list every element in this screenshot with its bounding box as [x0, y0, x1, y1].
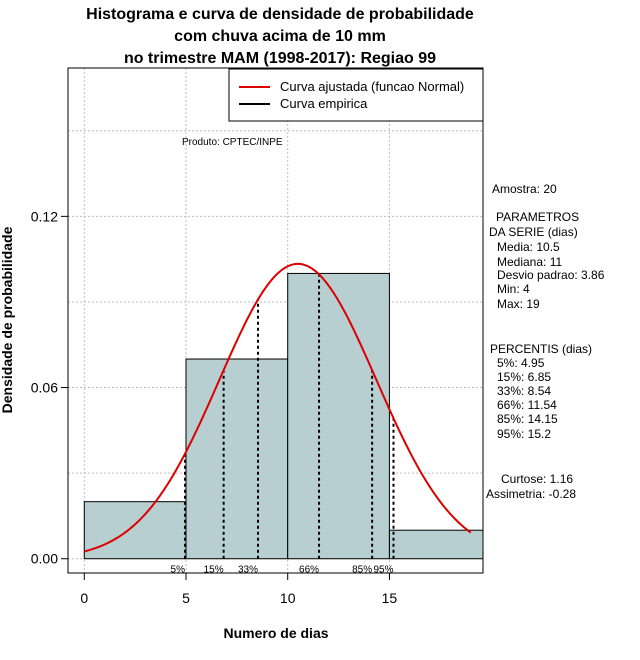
y-tick-label: 0.12 [31, 208, 58, 224]
sample-size: Amostra: 20 [492, 182, 557, 196]
assimetria: Assimetria: -0.28 [486, 487, 577, 501]
percentile-lines-layer: 5% 15% 33% 66% 85% 95% [171, 274, 395, 576]
histogram-bar [388, 529, 484, 560]
normal-curve [84, 262, 472, 553]
percentile-label: 66% [299, 565, 319, 576]
percentil-15: 15%: 6.85 [497, 370, 552, 384]
params-title-1: PARAMETROS [496, 210, 580, 224]
percentil-66: 66%: 11.54 [497, 398, 557, 412]
legend-box [228, 68, 484, 122]
param-media: Media: 10.5 [497, 240, 560, 254]
param-min: Min: 4 [497, 282, 530, 296]
chart-title-line-3: no trimestre MAM (1998-2017): Regiao 99 [123, 50, 437, 67]
y-tick-label: 0.00 [31, 551, 58, 567]
x-tick-label: 0 [80, 590, 88, 606]
percentil-95: 95%: 15.2 [497, 427, 552, 441]
percentile-label: 33% [238, 565, 258, 576]
param-desvio: Desvio padrao: 3.86 [497, 268, 605, 282]
x-axis-label: Numero de dias [223, 625, 328, 641]
bars-layer [83, 272, 484, 560]
x-tick-label: 10 [280, 590, 296, 606]
product-label: Produto: CPTEC/INPE [182, 137, 283, 148]
x-tick-label: 15 [382, 590, 398, 606]
percentis-title: PERCENTIS (dias) [490, 342, 593, 356]
x-tick-label: 5 [182, 590, 190, 606]
axes-layer: 0 5 10 15 0.00 0.06 0.12 [31, 208, 398, 606]
legend: Curva ajustada (funcao Normal) Curva emp… [228, 68, 484, 122]
percentil-33: 33%: 8.54 [497, 384, 552, 398]
histogram-bar [287, 272, 390, 560]
chart-title-line-2: com chuva acima de 10 mm [174, 28, 386, 45]
params-title-2: DA SERIE (dias) [489, 225, 578, 239]
legend-entry-empirical: Curva empirica [280, 96, 368, 111]
histogram-bar [83, 501, 187, 560]
y-tick-label: 0.06 [31, 380, 58, 396]
param-mediana: Mediana: 11 [497, 255, 563, 269]
percentil-5: 5%: 4.95 [497, 356, 545, 370]
percentile-label: 15% [204, 565, 224, 576]
param-max: Max: 19 [497, 297, 540, 311]
histogram-bar [185, 358, 289, 560]
percentil-85: 85%: 14.15 [497, 412, 558, 426]
percentile-label: 5% [171, 565, 186, 576]
percentile-label: 85% [352, 565, 372, 576]
chart-title-line-1: Histograma e curva de densidade de proba… [86, 6, 474, 23]
legend-entry-fit: Curva ajustada (funcao Normal) [280, 79, 464, 94]
percentile-label: 95% [373, 565, 393, 576]
curtose: Curtose: 1.16 [501, 472, 574, 486]
y-axis-label: Densidade de probabilidade [0, 226, 15, 413]
